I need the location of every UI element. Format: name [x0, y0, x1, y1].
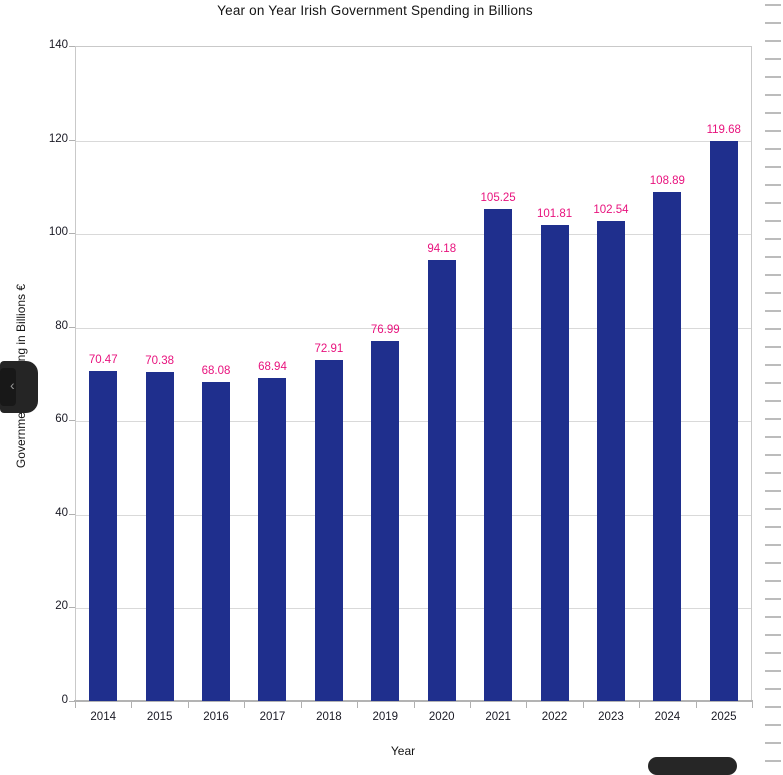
- x-axis-tick: [582, 702, 584, 708]
- data-label-2022: 101.81: [536, 207, 573, 220]
- x-tick-label-2022: 2022: [541, 711, 568, 723]
- x-tick-label-2014: 2014: [90, 711, 116, 723]
- gridline: [76, 514, 751, 516]
- y-axis-tick: [69, 326, 75, 328]
- y-axis-tick: [69, 46, 75, 47]
- spreadsheet-chart-object[interactable]: Year on Year Irish Government Spending i…: [0, 0, 756, 765]
- bar-2018[interactable]: [314, 359, 343, 701]
- x-axis-tick: [526, 702, 528, 708]
- bar-2023[interactable]: [596, 221, 625, 701]
- plot-area: [75, 46, 752, 701]
- sidebar-collapse-handle[interactable]: ‹: [0, 361, 38, 413]
- x-tick-label-2019: 2019: [372, 711, 399, 723]
- x-tick-label-2018: 2018: [316, 711, 342, 723]
- x-tick-label-2023: 2023: [598, 711, 624, 723]
- gridline: [76, 234, 751, 236]
- x-tick-label-2017: 2017: [259, 711, 286, 723]
- y-tick-label: 60: [55, 413, 68, 426]
- spreadsheet-row-gridlines: [765, 4, 781, 764]
- x-tick-label-2025: 2025: [710, 711, 737, 723]
- y-tick-label: 120: [48, 132, 68, 145]
- data-label-2019: 76.99: [370, 323, 400, 336]
- y-axis-tick: [69, 607, 75, 609]
- bar-2025[interactable]: [709, 141, 738, 701]
- y-tick-label: 100: [48, 226, 68, 239]
- gridline: [76, 327, 751, 329]
- y-tick-label: 0: [61, 694, 68, 706]
- x-axis-tick: [187, 702, 189, 708]
- x-tick-label-2016: 2016: [203, 711, 229, 723]
- x-tick-label-2020: 2020: [428, 711, 455, 723]
- data-label-2025: 119.68: [706, 124, 741, 137]
- bar-2022[interactable]: [540, 224, 569, 701]
- x-tick-label-2024: 2024: [654, 711, 681, 723]
- gridline: [76, 140, 751, 142]
- x-tick-label-2021: 2021: [485, 711, 511, 723]
- x-axis-tick: [752, 702, 753, 708]
- x-axis-line: [74, 700, 753, 702]
- bar-2016[interactable]: [202, 382, 231, 701]
- y-tick-label: 20: [55, 600, 68, 613]
- bar-2021[interactable]: [484, 208, 513, 701]
- sidebar-handle-notch: [0, 368, 16, 406]
- x-axis-tick: [131, 702, 133, 708]
- chart-title: Year on Year Irish Government Spending i…: [217, 3, 533, 18]
- y-axis-tick: [69, 701, 75, 702]
- chevron-left-icon: ‹: [10, 377, 15, 393]
- bar-2015[interactable]: [145, 371, 174, 701]
- y-tick-label: 40: [55, 506, 68, 519]
- bar-2019[interactable]: [371, 340, 400, 701]
- data-label-2024: 108.89: [649, 174, 685, 187]
- data-label-2020: 94.18: [427, 243, 457, 256]
- data-label-2017: 68.94: [258, 361, 287, 374]
- x-axis-tick: [244, 702, 246, 708]
- bar-2014[interactable]: [89, 371, 118, 701]
- x-axis-tick: [413, 702, 415, 708]
- y-axis-tick: [69, 420, 75, 422]
- x-axis-tick: [300, 702, 302, 708]
- x-axis-tick: [639, 702, 641, 708]
- x-tick-label-2015: 2015: [146, 711, 173, 723]
- x-axis-title: Year: [390, 744, 416, 758]
- data-label-2023: 102.54: [593, 204, 629, 217]
- data-label-2021: 105.25: [480, 191, 516, 204]
- bottom-overlay-pill[interactable]: [648, 757, 737, 775]
- bar-2020[interactable]: [427, 260, 456, 701]
- gridline: [76, 608, 751, 610]
- bar-2024[interactable]: [653, 191, 682, 701]
- y-axis-tick: [69, 139, 75, 141]
- y-tick-label: 140: [48, 39, 68, 51]
- x-axis-tick: [75, 702, 76, 708]
- y-tick-label: 80: [55, 319, 68, 332]
- y-axis-tick: [69, 513, 75, 515]
- data-label-2015: 70.38: [145, 354, 175, 367]
- bar-2017[interactable]: [258, 378, 287, 701]
- x-axis-tick: [469, 702, 471, 708]
- gridline: [76, 421, 751, 423]
- data-label-2018: 72.91: [314, 342, 344, 355]
- x-axis-tick: [695, 702, 697, 708]
- data-label-2016: 68.08: [201, 365, 231, 378]
- data-label-2014: 70.47: [88, 354, 118, 367]
- y-axis-tick: [69, 233, 75, 235]
- x-axis-tick: [357, 702, 359, 708]
